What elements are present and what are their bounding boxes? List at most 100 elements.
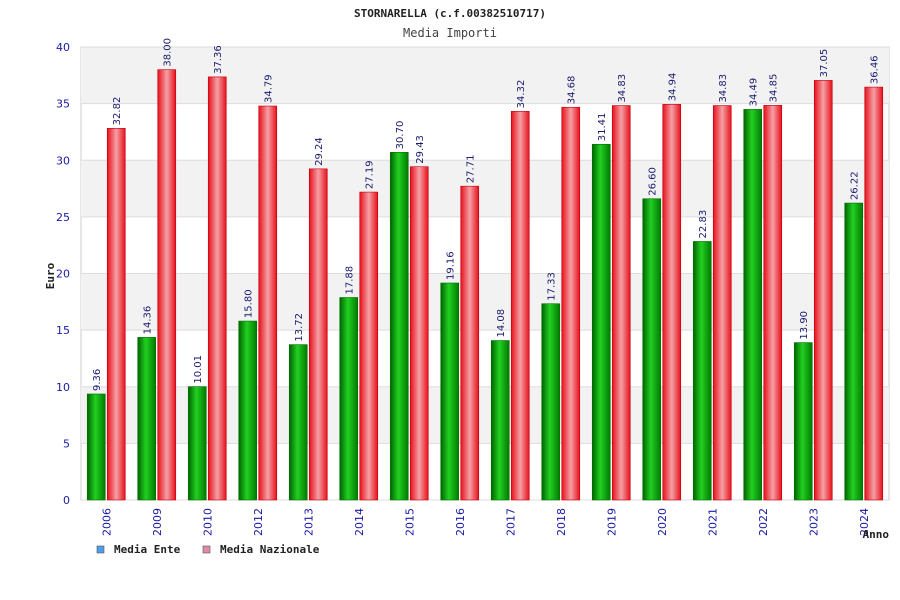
legend-swatch-media-nazionale	[202, 545, 211, 554]
data-label: 27.19	[365, 160, 376, 189]
bar-media-nazionale-2018	[561, 106, 581, 501]
data-label: 34.68	[567, 76, 578, 105]
y-tick-label: 5	[63, 437, 70, 450]
data-label: 13.90	[799, 311, 810, 340]
y-tick-label: 35	[56, 98, 70, 111]
data-label: 34.49	[749, 78, 760, 107]
data-label: 29.43	[415, 135, 426, 164]
x-tick-label: 2013	[302, 508, 315, 536]
data-label: 34.79	[264, 74, 275, 103]
y-tick-label: 15	[56, 324, 70, 337]
data-label: 9.36	[92, 369, 103, 391]
bar-media-ente-2013	[288, 344, 308, 501]
data-label: 29.24	[314, 137, 325, 166]
bar-media-ente-2014	[339, 297, 359, 501]
x-axis-label: Anno	[863, 528, 890, 541]
x-tick-label: 2021	[706, 508, 719, 536]
bar-media-ente-2020	[642, 198, 662, 501]
legend: Media Ente Media Nazionale	[96, 543, 320, 556]
data-label: 13.72	[294, 313, 305, 342]
data-label: 34.83	[617, 74, 628, 103]
data-label: 37.36	[213, 45, 224, 74]
data-label: 32.82	[112, 97, 123, 126]
bar-media-ente-2009	[137, 337, 157, 501]
data-label: 19.16	[446, 251, 457, 280]
bar-media-ente-2019	[591, 143, 611, 501]
x-tick-label: 2017	[504, 508, 517, 536]
data-label: 22.83	[698, 210, 709, 239]
x-tick-label: 2020	[656, 508, 669, 536]
x-tick-label: 2015	[403, 508, 416, 536]
bar-media-nazionale-2017	[510, 111, 530, 501]
y-tick-label: 10	[56, 381, 70, 394]
data-label: 34.94	[668, 73, 679, 102]
bar-media-ente-2023	[793, 342, 813, 501]
bar-media-ente-2006	[86, 393, 106, 501]
y-tick-label: 20	[56, 268, 70, 281]
legend-swatch-media-ente	[96, 545, 105, 554]
y-tick-label: 40	[56, 41, 70, 54]
y-tick-label: 25	[56, 211, 70, 224]
bar-media-ente-2015	[389, 152, 409, 501]
data-label: 15.80	[244, 289, 255, 318]
bar-media-nazionale-2016	[460, 185, 480, 501]
chart-title: STORNARELLA (c.f.00382510717)	[354, 7, 546, 20]
data-label: 30.70	[395, 121, 406, 150]
data-label: 34.85	[769, 74, 780, 103]
x-axis-ticks: 2006 2009 2010 2012 2013 2014 2015 2016 2017 2018…	[100, 508, 871, 536]
bar-media-nazionale-2015	[409, 166, 429, 501]
data-label: 38.00	[163, 38, 174, 67]
x-tick-label: 2014	[353, 508, 366, 536]
bar-media-nazionale-2019	[611, 105, 631, 501]
data-label: 36.46	[870, 55, 881, 84]
bar-media-ente-2024	[844, 202, 864, 501]
x-tick-label: 2016	[454, 508, 467, 536]
bar-media-nazionale-2022	[763, 105, 783, 501]
bar-media-ente-2017	[490, 340, 510, 501]
data-label: 26.60	[648, 167, 659, 196]
bar-media-ente-2016	[440, 282, 460, 501]
data-label: 17.33	[547, 272, 558, 301]
bar-media-ente-2012	[238, 320, 258, 501]
bar-media-nazionale-2014	[359, 191, 379, 501]
y-axis-label: Euro	[44, 262, 57, 289]
bar-media-ente-2018	[541, 303, 561, 501]
x-tick-label: 2010	[201, 508, 214, 536]
data-label: 17.88	[345, 266, 356, 295]
legend-label-media-ente: Media Ente	[114, 543, 181, 556]
bar-media-nazionale-2009	[157, 69, 177, 501]
data-label: 37.05	[819, 49, 830, 78]
x-tick-label: 2006	[100, 508, 113, 536]
data-label: 10.01	[193, 355, 204, 384]
x-tick-label: 2009	[151, 508, 164, 536]
bar-media-ente-2022	[743, 109, 763, 501]
data-label: 34.32	[516, 80, 527, 109]
data-label: 14.36	[143, 306, 154, 335]
data-label: 31.41	[597, 113, 608, 142]
data-label: 26.22	[850, 171, 861, 200]
bar-media-nazionale-2023	[813, 80, 833, 501]
data-label: 14.08	[496, 309, 507, 338]
legend-label-media-nazionale: Media Nazionale	[220, 543, 320, 556]
data-label: 27.71	[466, 155, 477, 184]
bar-media-nazionale-2020	[662, 104, 682, 501]
x-tick-label: 2019	[605, 508, 618, 536]
bars	[86, 69, 884, 501]
x-tick-label: 2022	[757, 508, 770, 536]
bar-media-nazionale-2006	[106, 128, 126, 501]
bar-media-ente-2010	[187, 386, 207, 501]
x-tick-label: 2023	[807, 508, 820, 536]
x-tick-label: 2018	[555, 508, 568, 536]
chart-subtitle: Media Importi	[403, 26, 497, 40]
y-axis-ticks: 0 5 10 15 20 25 30 35 40	[56, 41, 70, 507]
bar-media-nazionale-2013	[308, 168, 328, 501]
bar-media-nazionale-2010	[207, 76, 227, 501]
bar-media-nazionale-2012	[258, 105, 278, 501]
x-tick-label: 2024	[858, 508, 871, 536]
bar-media-nazionale-2024	[864, 86, 884, 501]
data-label: 34.83	[718, 74, 729, 103]
y-tick-label: 30	[56, 154, 70, 167]
bar-media-nazionale-2021	[712, 105, 732, 501]
data-labels: 9.36 32.82 14.36 38.00 10.01 37.36 15.80 34.79 1…	[92, 38, 881, 391]
